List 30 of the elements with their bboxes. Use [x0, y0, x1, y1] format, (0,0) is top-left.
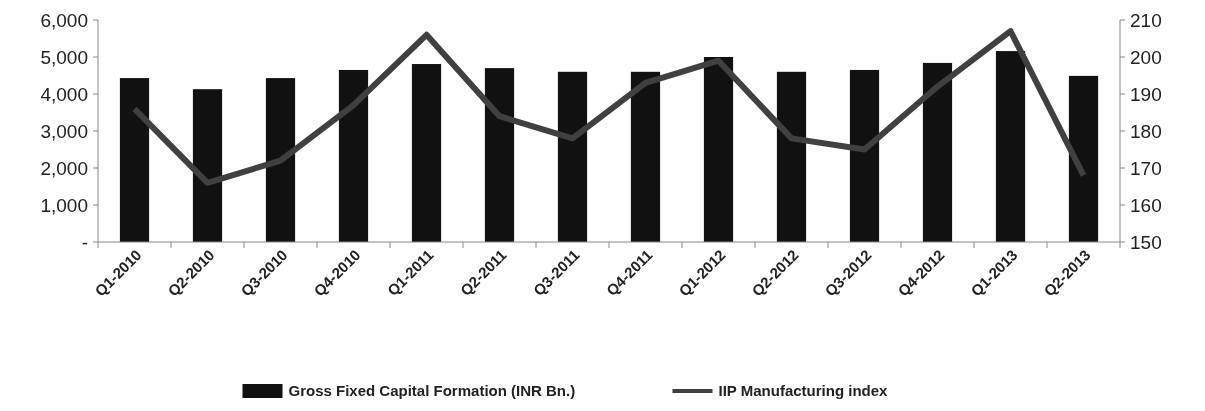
bar: [338, 69, 369, 242]
bar: [849, 69, 880, 242]
bar: [1068, 75, 1099, 242]
y2-tick-label: 180: [1130, 120, 1162, 142]
bar: [265, 78, 296, 242]
y-tick-label: 3,000: [40, 120, 88, 142]
y-tick-label: 5,000: [40, 46, 88, 68]
y2-tick-label: 160: [1130, 194, 1162, 216]
bar: [776, 71, 807, 242]
bar: [411, 64, 442, 242]
y-tick-label: 4,000: [40, 83, 88, 105]
y2-tick-label: 210: [1130, 9, 1162, 31]
y2-tick-label: 200: [1130, 46, 1162, 68]
bar: [630, 71, 661, 242]
y-tick-label: -: [81, 231, 88, 253]
y2-tick-label: 150: [1130, 231, 1162, 253]
bar: [995, 51, 1026, 242]
legend-label: Gross Fixed Capital Formation (INR Bn.): [288, 382, 576, 400]
y-tick-label: 2,000: [40, 157, 88, 179]
bar: [703, 57, 734, 242]
y-tick-label: 1,000: [40, 194, 88, 216]
y2-tick-label: 170: [1130, 157, 1162, 179]
legend-label: IIP Manufacturing index: [718, 382, 889, 400]
bar: [484, 68, 515, 242]
y-tick-label: 6,000: [40, 9, 88, 31]
bar: [922, 62, 953, 242]
y2-tick-label: 190: [1130, 83, 1162, 105]
bar: [119, 78, 150, 242]
bar: [557, 71, 588, 242]
bar: [192, 89, 223, 242]
